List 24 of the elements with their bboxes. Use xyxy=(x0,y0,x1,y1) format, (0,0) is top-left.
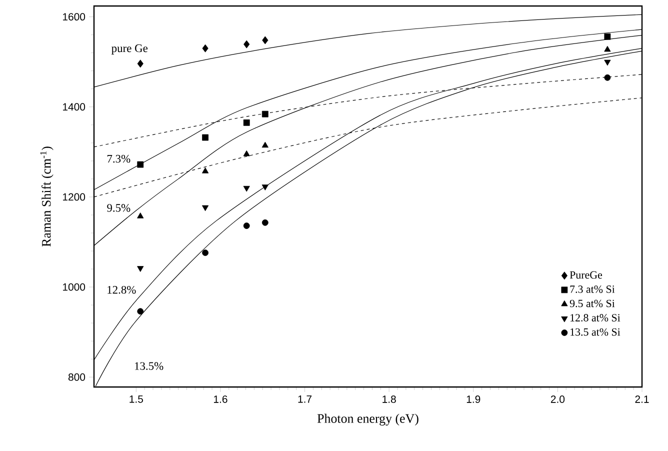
x-tick-label: 1.5 xyxy=(130,396,143,403)
x-tick-label: 1.9 xyxy=(466,396,480,403)
y-tick-label: 1200 xyxy=(63,193,86,201)
y-tick-label: 800 xyxy=(68,373,86,381)
y-tick-label: 1600 xyxy=(63,13,86,21)
x-tick-label: 2.1 xyxy=(635,396,649,403)
x-tick-label: 1.6 xyxy=(214,396,228,403)
legend-label: 13.5 at% Si xyxy=(570,328,620,336)
annotation: 12.8% xyxy=(108,286,136,294)
x-tick-label: 2.0 xyxy=(550,396,565,403)
legend-label: 9.5 at% Si xyxy=(570,300,615,308)
legend-label: PureGe xyxy=(570,271,602,279)
y-axis-title: Raman Shift (cm$^{-1}$) xyxy=(40,146,54,247)
annotation: 7.3% xyxy=(107,154,130,163)
y-tick-label: 1400 xyxy=(63,103,86,111)
x-axis-title: Photon energy (eV) xyxy=(317,414,418,426)
y-tick-label: 1000 xyxy=(63,283,86,291)
legend-label: 12.8 at% Si xyxy=(570,314,620,322)
annotation: 13.5% xyxy=(135,362,164,370)
legend-label: 7.3 at% Si xyxy=(570,286,615,293)
annotation: 9.5% xyxy=(107,204,130,212)
annotation: pure Ge xyxy=(112,44,148,54)
x-tick-label: 1.7 xyxy=(298,396,312,403)
x-tick-label: 1.8 xyxy=(382,396,396,403)
